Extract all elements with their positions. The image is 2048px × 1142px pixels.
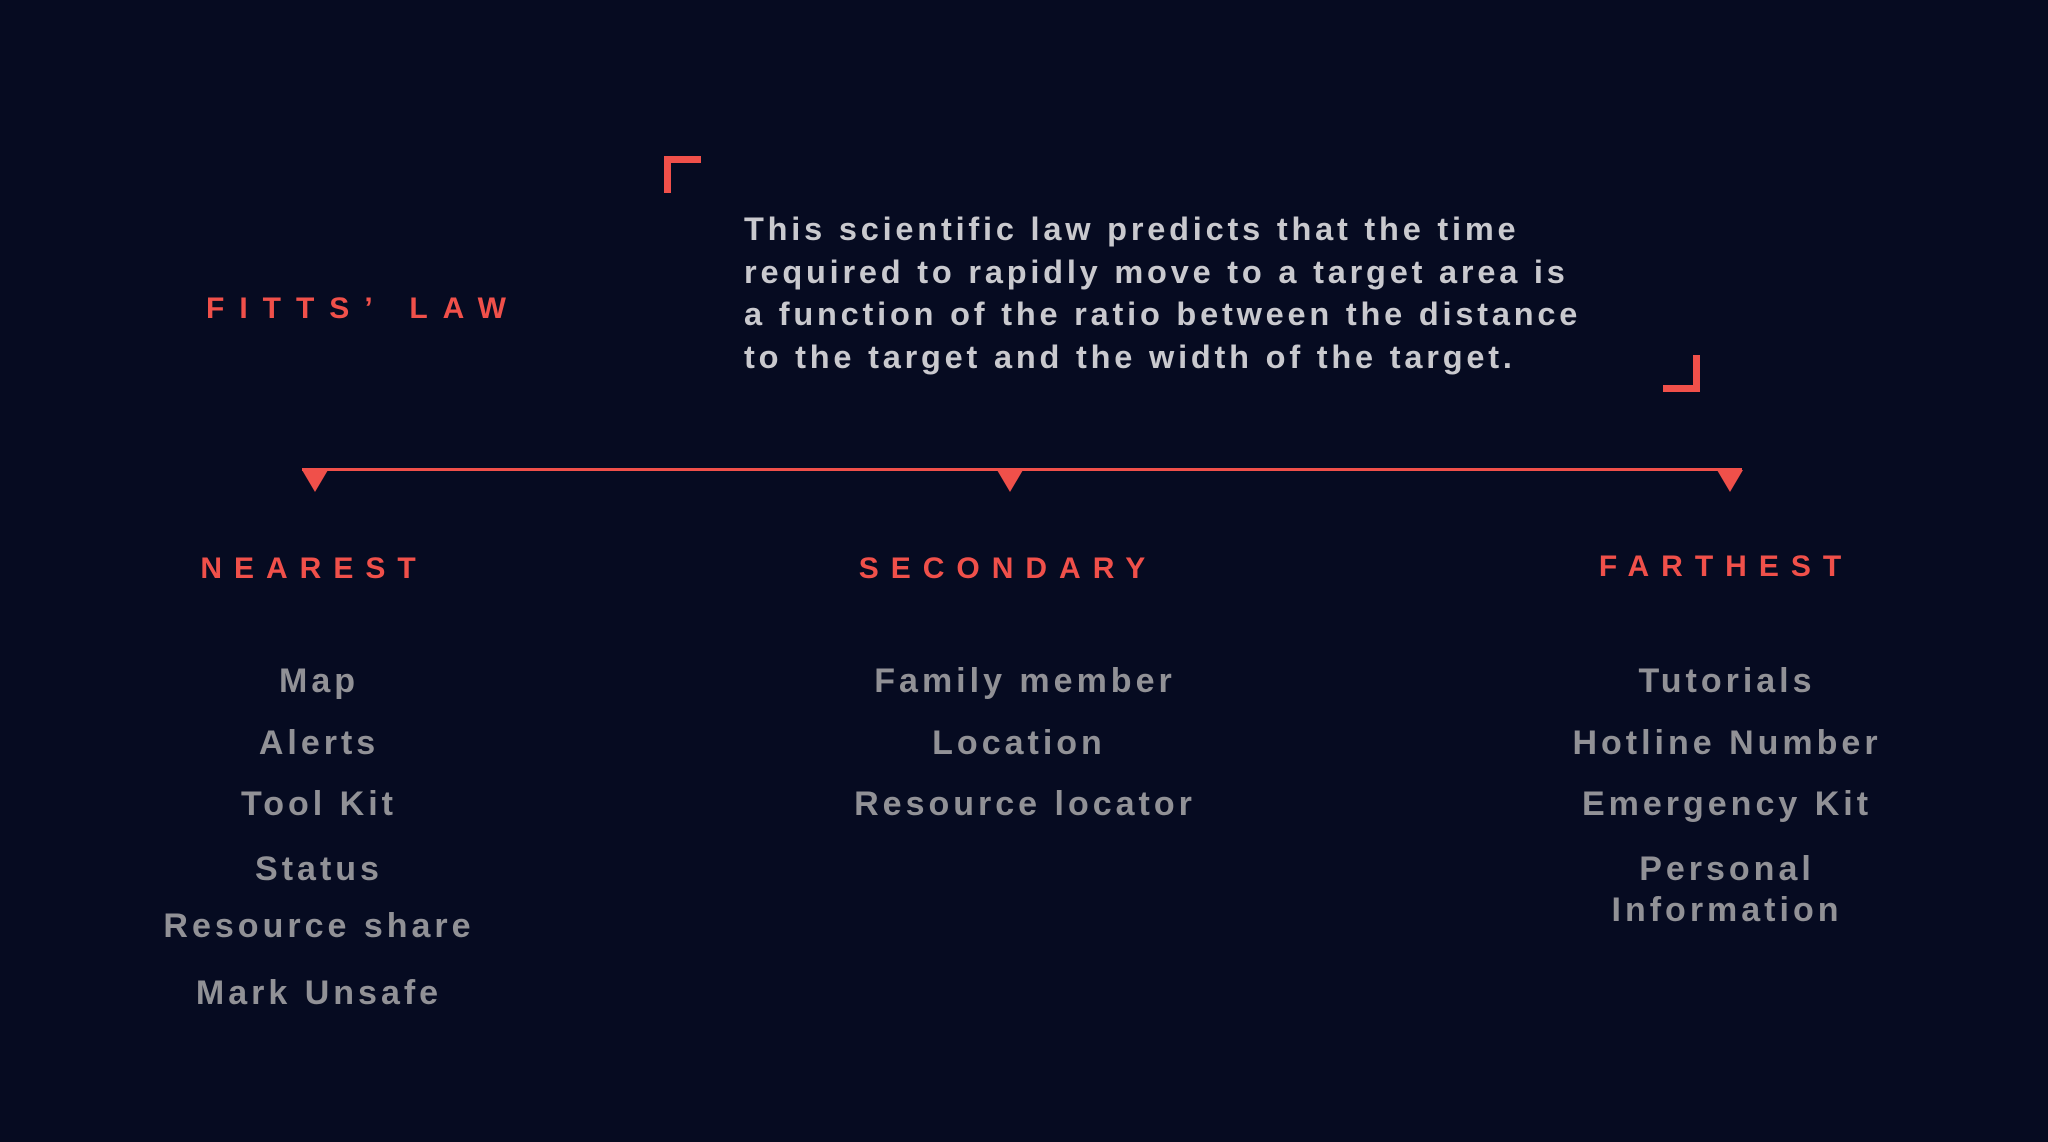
definition-line: to the target and the width of the targe… — [744, 338, 1516, 375]
farthest-item-personal: Personal — [1639, 850, 1815, 888]
farthest-item-information: Information — [1611, 891, 1843, 929]
nearest-item-resource-share: Resource share — [163, 907, 475, 945]
farthest-marker-icon — [1717, 470, 1743, 492]
secondary-heading: SECONDARY — [858, 552, 1158, 585]
nearest-item-tool-kit: Tool Kit — [241, 785, 397, 823]
secondary-item-location: Location — [932, 724, 1106, 762]
nearest-marker-icon — [302, 470, 328, 492]
law-definition: This scientific law predicts that the ti… — [744, 208, 1704, 378]
quote-close-bracket-icon — [1663, 355, 1700, 392]
farthest-item-hotline-number: Hotline Number — [1572, 724, 1882, 762]
definition-line: This scientific law predicts that the ti… — [744, 211, 1520, 247]
nearest-item-map: Map — [279, 662, 359, 700]
quote-open-bracket-icon — [664, 156, 701, 193]
farthest-item-tutorials: Tutorials — [1638, 662, 1816, 700]
nearest-item-alerts: Alerts — [258, 724, 380, 762]
farthest-heading: FARTHEST — [1598, 550, 1854, 583]
secondary-item-family-member: Family member — [874, 662, 1176, 700]
page-title: FITTS’ LAW — [206, 292, 521, 325]
farthest-item-emergency-kit: Emergency Kit — [1581, 785, 1873, 823]
definition-line: required to rapidly move to a target are… — [744, 253, 1569, 290]
nearest-heading: NEAREST — [200, 552, 428, 585]
nearest-item-status: Status — [255, 850, 383, 888]
secondary-item-resource-locator: Resource locator — [854, 785, 1196, 823]
secondary-marker-icon — [997, 470, 1023, 492]
definition-line: a function of the ratio between the dist… — [744, 296, 1582, 332]
distance-axis-line — [302, 468, 1742, 471]
nearest-item-mark-unsafe: Mark Unsafe — [195, 974, 443, 1012]
